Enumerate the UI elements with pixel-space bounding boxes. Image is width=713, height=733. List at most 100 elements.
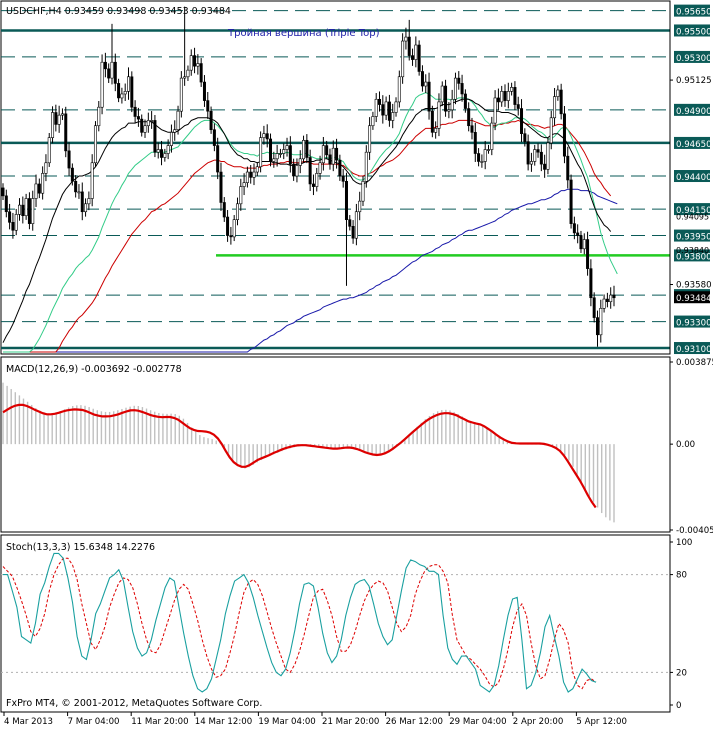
candle[interactable] xyxy=(295,158,299,183)
candle[interactable] xyxy=(321,136,325,171)
candle[interactable] xyxy=(381,95,385,124)
candle[interactable] xyxy=(569,174,573,229)
candle[interactable] xyxy=(130,71,134,113)
candle[interactable] xyxy=(1,183,5,201)
candle[interactable] xyxy=(199,58,203,87)
candle[interactable] xyxy=(536,143,540,158)
candle[interactable] xyxy=(556,85,560,101)
candle[interactable] xyxy=(212,123,216,152)
candle[interactable] xyxy=(496,88,500,111)
candle[interactable] xyxy=(318,155,322,180)
candle[interactable] xyxy=(150,111,154,129)
candle[interactable] xyxy=(384,96,388,121)
candle[interactable] xyxy=(107,63,111,83)
candle[interactable] xyxy=(341,169,345,188)
candle[interactable] xyxy=(533,144,537,166)
candle[interactable] xyxy=(510,82,514,96)
candle[interactable] xyxy=(483,140,487,170)
candle[interactable] xyxy=(110,23,114,85)
candle[interactable] xyxy=(440,81,444,107)
candle[interactable] xyxy=(311,174,315,196)
candle[interactable] xyxy=(595,310,599,347)
candle[interactable] xyxy=(173,120,177,141)
candle[interactable] xyxy=(315,167,319,192)
candle[interactable] xyxy=(196,54,200,75)
candle[interactable] xyxy=(348,215,352,231)
candle[interactable] xyxy=(24,193,28,220)
candle[interactable] xyxy=(127,67,131,100)
candle[interactable] xyxy=(160,140,164,166)
candle[interactable] xyxy=(239,178,243,211)
candle[interactable] xyxy=(216,137,220,180)
candle[interactable] xyxy=(493,90,497,131)
candle[interactable] xyxy=(344,172,348,286)
candle[interactable] xyxy=(222,197,226,222)
candle[interactable] xyxy=(245,166,249,188)
candle[interactable] xyxy=(503,84,507,107)
candle[interactable] xyxy=(255,162,259,177)
candle[interactable] xyxy=(37,178,41,199)
candle[interactable] xyxy=(572,216,576,240)
candle[interactable] xyxy=(539,144,543,172)
candle[interactable] xyxy=(143,119,147,138)
candle[interactable] xyxy=(202,75,206,107)
candle[interactable] xyxy=(156,142,160,159)
candle[interactable] xyxy=(275,144,279,167)
candle[interactable] xyxy=(285,137,289,157)
candle[interactable] xyxy=(331,140,335,172)
candle[interactable] xyxy=(394,97,398,117)
candle[interactable] xyxy=(93,121,97,167)
candle[interactable] xyxy=(543,154,547,178)
candle[interactable] xyxy=(235,197,239,226)
candle[interactable] xyxy=(520,99,524,143)
candle[interactable] xyxy=(579,230,583,253)
candle[interactable] xyxy=(176,105,180,135)
candle[interactable] xyxy=(378,91,382,112)
candle[interactable] xyxy=(473,122,477,162)
candle[interactable] xyxy=(163,148,167,162)
candle[interactable] xyxy=(80,182,84,221)
candle[interactable] xyxy=(411,48,415,66)
candle[interactable] xyxy=(31,190,35,231)
candle[interactable] xyxy=(269,133,273,167)
candle[interactable] xyxy=(605,292,609,308)
candle[interactable] xyxy=(371,111,375,130)
candle[interactable] xyxy=(562,106,566,164)
candle[interactable] xyxy=(193,47,197,74)
candle[interactable] xyxy=(450,89,454,119)
candle[interactable] xyxy=(259,131,263,173)
candle[interactable] xyxy=(136,107,140,127)
candle[interactable] xyxy=(288,136,292,173)
candle[interactable] xyxy=(90,154,94,207)
candle[interactable] xyxy=(305,134,309,164)
candle[interactable] xyxy=(559,83,563,120)
candle[interactable] xyxy=(549,110,553,150)
candle[interactable] xyxy=(67,142,71,176)
candle[interactable] xyxy=(414,36,418,68)
candle[interactable] xyxy=(206,91,210,119)
candle[interactable] xyxy=(74,175,78,198)
candle[interactable] xyxy=(133,100,137,123)
candle[interactable] xyxy=(391,103,395,129)
candle[interactable] xyxy=(374,93,378,123)
candle[interactable] xyxy=(338,154,342,181)
candle[interactable] xyxy=(226,210,230,242)
candle[interactable] xyxy=(252,163,256,186)
candle[interactable] xyxy=(77,184,81,199)
candle[interactable] xyxy=(179,71,183,118)
candle[interactable] xyxy=(328,148,332,170)
candle[interactable] xyxy=(364,145,368,188)
candle[interactable] xyxy=(358,191,362,221)
candle[interactable] xyxy=(229,226,233,245)
candle[interactable] xyxy=(490,116,494,156)
candle[interactable] xyxy=(41,166,45,200)
candle[interactable] xyxy=(434,121,438,139)
candle[interactable] xyxy=(308,149,312,191)
candle[interactable] xyxy=(60,108,64,121)
candle[interactable] xyxy=(526,134,530,171)
candle[interactable] xyxy=(612,285,616,307)
candle[interactable] xyxy=(103,52,107,78)
candle[interactable] xyxy=(500,85,504,107)
candle[interactable] xyxy=(467,102,471,132)
candle[interactable] xyxy=(354,203,358,246)
